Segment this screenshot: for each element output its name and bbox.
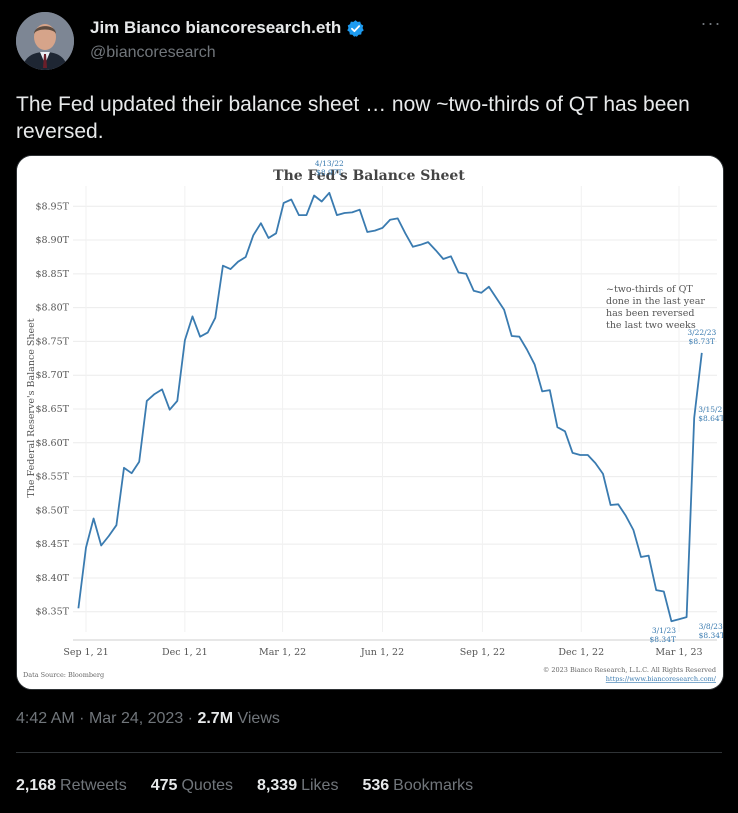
annotation-date: 3/22/23 — [687, 328, 716, 337]
annotation-value: $8.34T — [699, 631, 723, 640]
y-tick-label: $8.85T — [35, 269, 69, 280]
chart-title: The Fed's Balance Sheet — [273, 168, 465, 184]
avatar[interactable] — [16, 12, 74, 70]
x-tick-label: Sep 1, 21 — [63, 647, 108, 658]
author-handle[interactable]: @biancoresearch — [90, 44, 216, 61]
tweet-text-line-1: The Fed updated their balance sheet … no… — [16, 93, 690, 116]
tweet-image-chart[interactable]: $8.35T $8.40T $8.45T $8.50T $8.55T $8.60T $8.6… — [16, 155, 724, 690]
tweet-text-line-2: reversed. — [16, 120, 104, 143]
series-line-balance-sheet — [77, 191, 703, 623]
annotation-value: $8.73T — [689, 337, 715, 346]
y-tick-label: $8.55T — [35, 472, 69, 483]
quotes-stat[interactable]: 475 Quotes — [151, 777, 233, 795]
likes-label: Likes — [301, 777, 339, 794]
quotes-label: Quotes — [181, 777, 234, 794]
views-label: Views — [237, 710, 280, 727]
y-tick-label: $8.60T — [35, 438, 69, 449]
tweet-time[interactable]: 4:42 AM — [16, 710, 75, 727]
likes-count: 8,339 — [257, 777, 298, 794]
bookmarks-stat[interactable]: 536 Bookmarks — [362, 777, 473, 795]
bookmarks-label: Bookmarks — [393, 777, 474, 794]
meta-separator: · — [79, 710, 89, 727]
x-tick-label: Sep 1, 22 — [460, 647, 505, 658]
data-annotation: 3/22/23$8.73T — [687, 328, 716, 346]
chart-note: ~two-thirds of QT done in the last year … — [606, 284, 705, 331]
y-tick-label: $8.45T — [35, 539, 69, 550]
chart-note-line: has been reversed — [606, 308, 694, 319]
balance-sheet-chart: $8.35T $8.40T $8.45T $8.50T $8.55T $8.60T $8.6… — [17, 156, 723, 689]
likes-stat[interactable]: 8,339 Likes — [257, 777, 338, 795]
retweets-stat[interactable]: 2,168 Retweets — [16, 777, 127, 795]
y-tick-label: $8.95T — [35, 201, 69, 212]
divider — [16, 752, 722, 753]
ellipsis-icon[interactable]: ··· — [700, 13, 722, 33]
meta-separator: · — [187, 710, 198, 727]
annotation-date: 3/8/23 — [699, 622, 723, 631]
views-count: 2.7M — [197, 710, 234, 727]
y-tick-label: $8.35T — [35, 607, 69, 618]
data-annotation: 3/15/23$8.64T — [698, 405, 723, 423]
chart-note-line: the last two weeks — [606, 320, 696, 331]
data-annotation: 3/1/23$8.34T — [650, 626, 677, 644]
retweets-count: 2,168 — [16, 777, 57, 794]
x-tick-label: Jun 1, 22 — [360, 647, 404, 658]
y-tick-label: $8.75T — [35, 336, 69, 347]
x-tick-label: Dec 1, 21 — [162, 647, 208, 658]
x-tick-label: Dec 1, 22 — [558, 647, 604, 658]
y-tick-label: $8.90T — [35, 235, 69, 246]
bookmarks-count: 536 — [362, 777, 390, 794]
tweet-header: Jim Bianco biancoresearch.eth @biancores… — [16, 12, 722, 72]
tweet-date[interactable]: Mar 24, 2023 — [88, 710, 184, 727]
data-annotation: 4/13/22$8.97T — [315, 159, 344, 177]
annotation-value: $8.34T — [650, 635, 676, 644]
tweet-text: The Fed updated their balance sheet … no… — [16, 91, 722, 145]
tweet-meta: 4:42 AM · Mar 24, 2023 · 2.7M Views — [16, 710, 280, 728]
y-tick-label: $8.70T — [35, 370, 69, 381]
annotation-date: 3/1/23 — [652, 626, 676, 635]
y-tick-label: $8.50T — [35, 505, 69, 516]
y-axis-label: The Federal Reserve's Balance Sheet — [26, 318, 37, 497]
y-tick-label: $8.40T — [35, 573, 69, 584]
annotation-value: $8.97T — [316, 168, 342, 177]
data-annotation: 3/8/23$8.34T — [699, 622, 723, 640]
engagement-stats: 2,168 Retweets 475 Quotes 8,339 Likes 536 Bo… — [16, 777, 473, 795]
annotation-date: 3/15/23 — [698, 405, 723, 414]
annotation-value: $8.64T — [698, 414, 723, 423]
data-source: Data Source: Bloomberg — [23, 671, 104, 679]
copyright-text: © 2023 Bianco Research, L.L.C. All Right… — [543, 666, 716, 674]
y-tick-label: $8.65T — [35, 404, 69, 415]
chart-note-line: done in the last year — [606, 296, 705, 307]
x-tick-label: Mar 1, 23 — [655, 647, 702, 658]
website-link[interactable]: https://www.biancoresearch.com/ — [606, 675, 717, 683]
y-tick-label: $8.80T — [35, 303, 69, 314]
chart-note-line: ~two-thirds of QT — [606, 284, 693, 295]
annotation-date: 4/13/22 — [315, 159, 344, 168]
quotes-count: 475 — [150, 777, 178, 794]
retweets-label: Retweets — [60, 777, 127, 794]
verified-badge-icon — [347, 19, 365, 37]
author-display-name[interactable]: Jim Bianco biancoresearch.eth — [90, 18, 342, 37]
x-tick-label: Mar 1, 22 — [259, 647, 306, 658]
